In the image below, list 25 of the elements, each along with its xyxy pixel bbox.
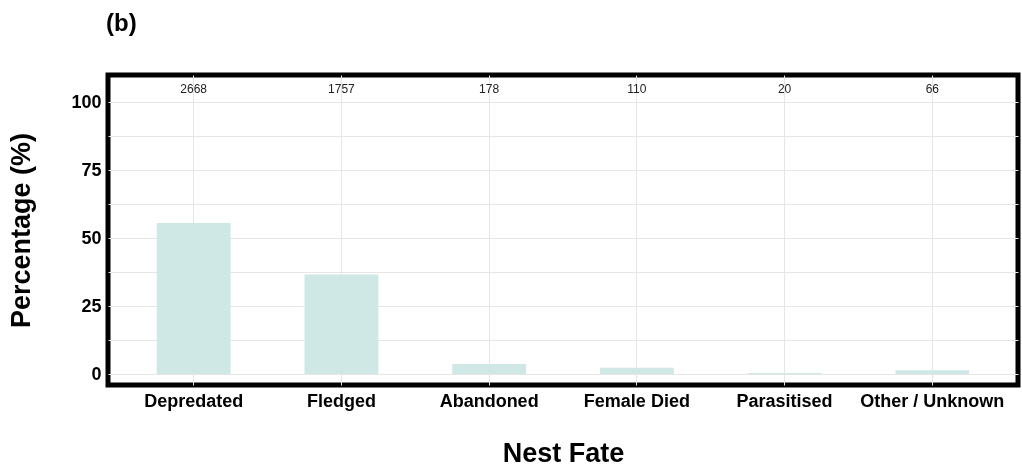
chart-title: (b) <box>106 9 137 36</box>
y-tick-label: 25 <box>81 295 102 316</box>
y-tick-label: 0 <box>91 363 102 384</box>
annotation: 20 <box>777 82 792 96</box>
x-tick-label: Abandoned <box>439 390 539 411</box>
x-axis-title: Nest Fate <box>502 437 625 468</box>
annotation: 110 <box>627 82 647 96</box>
bar <box>156 222 231 375</box>
x-tick-label: Depredated <box>144 390 244 411</box>
y-axis-title: Percentage (%) <box>6 132 37 329</box>
x-tick-label: Parasitised <box>736 390 833 411</box>
bar <box>599 367 674 375</box>
y-tick-label: 75 <box>81 159 102 180</box>
annotation: 1757 <box>328 82 356 96</box>
annotation: 178 <box>479 82 500 96</box>
x-tick-label: Fledged <box>306 390 376 411</box>
y-tick-label: 100 <box>71 91 102 112</box>
annotation: 2668 <box>180 82 208 96</box>
annotation: 66 <box>925 82 940 96</box>
bar <box>452 364 527 375</box>
x-tick-label: Other / Unknown <box>860 390 1005 411</box>
x-tick-label: Female Died <box>583 390 690 411</box>
y-tick-label: 50 <box>81 227 102 248</box>
bar <box>304 274 379 375</box>
bar <box>895 370 970 375</box>
